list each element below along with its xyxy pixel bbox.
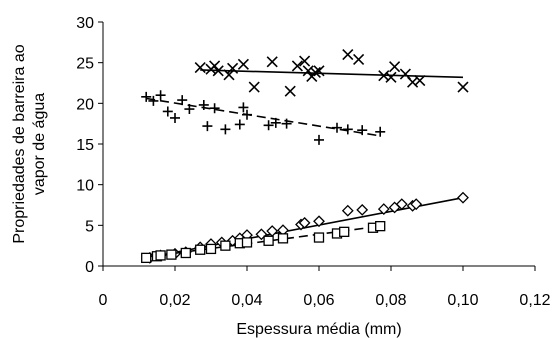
y-tick-label: 5: [85, 218, 94, 235]
square-marker-point: [375, 220, 386, 232]
plus-marker-point: [242, 109, 252, 120]
x-marker-point: [313, 65, 325, 77]
square-marker-point: [220, 240, 231, 251]
plus-marker-point: [141, 91, 152, 102]
plus-marker-point: [375, 126, 386, 137]
plus-marker-point: [270, 117, 281, 128]
plus-marker-point: [234, 119, 245, 130]
x-marker-point: [291, 60, 303, 72]
x-marker-point: [248, 81, 260, 93]
square-marker-point: [339, 226, 350, 237]
plus-marker-point: [170, 112, 180, 123]
diamond-marker-point: [377, 203, 390, 215]
x-tick-label: 0: [99, 292, 108, 309]
plus-marker-point: [220, 124, 231, 135]
x-marker-point: [414, 74, 426, 87]
plus-marker-point: [281, 118, 292, 129]
y-tick-label: 10: [76, 178, 94, 195]
square-marker-point: [180, 247, 191, 259]
y-tick-label: 30: [76, 15, 94, 32]
plus-marker-point: [155, 90, 166, 101]
plus-marker-point: [198, 99, 209, 110]
plus-marker-point: [148, 95, 159, 106]
x-marker-point: [299, 55, 311, 67]
x-marker-point: [353, 53, 365, 65]
y-tick-label: 25: [76, 56, 94, 73]
x-marker-point: [209, 60, 221, 72]
x-marker-point: [457, 81, 469, 93]
square-marker-point: [141, 252, 152, 264]
x-tick-label: 0,10: [447, 292, 478, 309]
plus-marker-point: [202, 121, 213, 132]
y-axis-title: Propriedades de barreira ao vapor de água: [11, 44, 48, 243]
y-axis-title-line: vapor de água: [31, 93, 48, 195]
x-marker-point: [389, 61, 401, 73]
x-tick-label: 0,02: [159, 292, 190, 309]
square-marker-point: [241, 237, 253, 248]
diamond-marker-point: [395, 198, 408, 211]
plus-marker-point: [184, 104, 195, 115]
square-marker-point: [166, 249, 177, 260]
diamond-marker-point: [410, 198, 423, 211]
x-marker-point: [309, 66, 321, 78]
plus-marker-point: [332, 122, 342, 133]
x-tick-label: 0,12: [519, 292, 550, 309]
y-tick-label: 0: [85, 259, 94, 276]
x-marker-point: [212, 65, 224, 77]
x-marker-point: [237, 58, 249, 70]
square-marker-point: [205, 243, 217, 255]
square-marker-point: [155, 250, 166, 261]
diamond-marker-point: [341, 204, 354, 217]
y-tick-label: 20: [76, 96, 94, 113]
plus-marker-point: [342, 124, 353, 135]
square-marker-point: [195, 244, 206, 255]
diamond-marker-point: [356, 203, 369, 216]
square-marker-point: [313, 232, 325, 243]
square-marker-point: [277, 233, 289, 244]
x-marker-point: [284, 85, 296, 97]
plus-marker-point: [357, 125, 368, 136]
plus-marker-point: [314, 134, 324, 145]
plus-marker-point: [209, 103, 220, 114]
x-marker-point: [385, 71, 397, 83]
diamond-marker-point: [457, 191, 469, 204]
x-tick-label: 0,06: [303, 292, 334, 309]
x-marker-point: [227, 62, 239, 74]
x-marker-point: [302, 65, 314, 77]
plus-marker-point: [263, 120, 274, 131]
x-tick-label: 0,08: [375, 292, 406, 309]
x-marker-point: [223, 69, 235, 81]
plus-marker-point: [238, 102, 249, 113]
trend-line-series-2: [146, 97, 381, 137]
x-marker-point: [342, 48, 354, 61]
y-tick-label: 15: [76, 137, 94, 154]
plus-marker-point: [162, 106, 173, 117]
square-marker-point: [263, 235, 274, 246]
x-tick-label: 0,04: [231, 292, 262, 309]
x-marker-point: [194, 61, 206, 74]
diamond-marker-point: [298, 216, 311, 229]
diamond-marker-point: [313, 215, 325, 228]
plus-marker-point: [177, 95, 188, 106]
x-marker-point: [407, 76, 419, 88]
y-axis-title-line: Propriedades de barreira ao: [11, 44, 28, 243]
x-axis-title: Espessura média (mm): [236, 321, 401, 338]
x-marker-point: [266, 56, 278, 68]
trend-line-series-1: [200, 69, 464, 79]
